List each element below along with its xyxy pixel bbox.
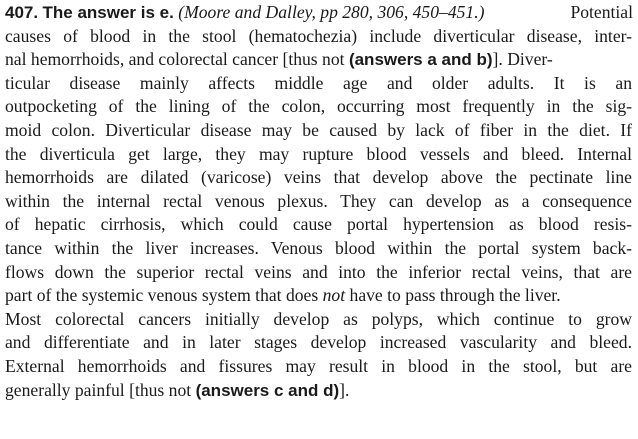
text-line-4: ticular disease mainly affects middle ag… [5,72,633,96]
line-6-text: moid colon. Diverticular disease may be … [5,119,632,140]
text-line-10: of hepatic cirrhosis, which could cause … [5,213,633,237]
line-17-tail: ]. [339,379,350,400]
text-line-15: and differentiate and in later stages de… [5,331,633,355]
text-line-8: hemorrhoids are dilated (varicose) veins… [5,166,633,190]
line-10-text: of hepatic cirrhosis, which could cause … [5,214,632,235]
text-line-14: Most colorectal cancers initially develo… [5,308,633,332]
text-line-7: the diverticula get large, they may rupt… [5,143,633,167]
line-9-text: within the internal rectal venous plexus… [5,190,632,211]
line-5-text: outpocketing of the lining of the colon,… [5,96,632,117]
question-number: 407. [5,3,39,22]
line-7-text: the diverticula get large, they may rupt… [5,143,632,164]
line-1-tail: Potential [570,2,633,22]
line-3-text: nal hemorrhoids, and colorectal cancer [… [5,48,553,72]
line-13-text: part of the systemic venous system that … [5,284,561,308]
line-3-tail: ]. Diver- [492,49,553,70]
line-14-text: Most colorectal cancers initially develo… [5,308,632,329]
line-2-text: causes of blood in the stool (hematochez… [5,25,632,46]
text-line-16: External hemorrhoids and fissures may re… [5,355,633,379]
line-13-lead: part of the systemic venous system that … [5,285,319,306]
answer-heading: The answer is e. [42,3,174,22]
line-17-text: generally painful [thus not (answers c a… [5,379,349,403]
text-line-11: tance within the liver increases. Venous… [5,237,633,261]
line-1-lead: 407. The answer is e. (Moore and Dalley,… [5,1,484,25]
citation: (Moore and Dalley, pp 280, 306, 450–451.… [178,2,485,22]
answer-ref-ab: (answers a and b) [348,50,493,70]
line-15-text: and differentiate and in later stages de… [5,332,632,353]
line-3-lead: nal hemorrhoids, and colorectal cancer [… [5,49,345,70]
text-line-9: within the internal rectal venous plexus… [5,190,633,214]
text-line-2: causes of blood in the stool (hematochez… [5,25,633,49]
emphasis-not: not [322,285,346,306]
answer-ref-cd: (answers c and d) [195,380,340,400]
line-8-text: hemorrhoids are dilated (varicose) veins… [5,167,632,188]
line-16-text: External hemorrhoids and fissures may re… [5,355,632,376]
line-12-text: flows down the superior rectal veins and… [5,261,632,282]
text-line-13: part of the systemic venous system that … [5,284,633,308]
line-17-lead: generally painful [thus not [5,379,192,400]
line-11-text: tance within the liver increases. Venous… [5,237,632,258]
text-line-5: outpocketing of the lining of the colon,… [5,95,633,119]
text-line-3: nal hemorrhoids, and colorectal cancer [… [5,48,633,72]
text-line-1: 407. The answer is e. (Moore and Dalley,… [5,1,633,25]
line-4-text: ticular disease mainly affects middle ag… [5,72,632,93]
text-line-17: generally painful [thus not (answers c a… [5,379,633,403]
text-line-12: flows down the superior rectal veins and… [5,261,633,285]
text-line-6: moid colon. Diverticular disease may be … [5,119,633,143]
line-13-tail: have to pass through the liver. [349,285,561,306]
